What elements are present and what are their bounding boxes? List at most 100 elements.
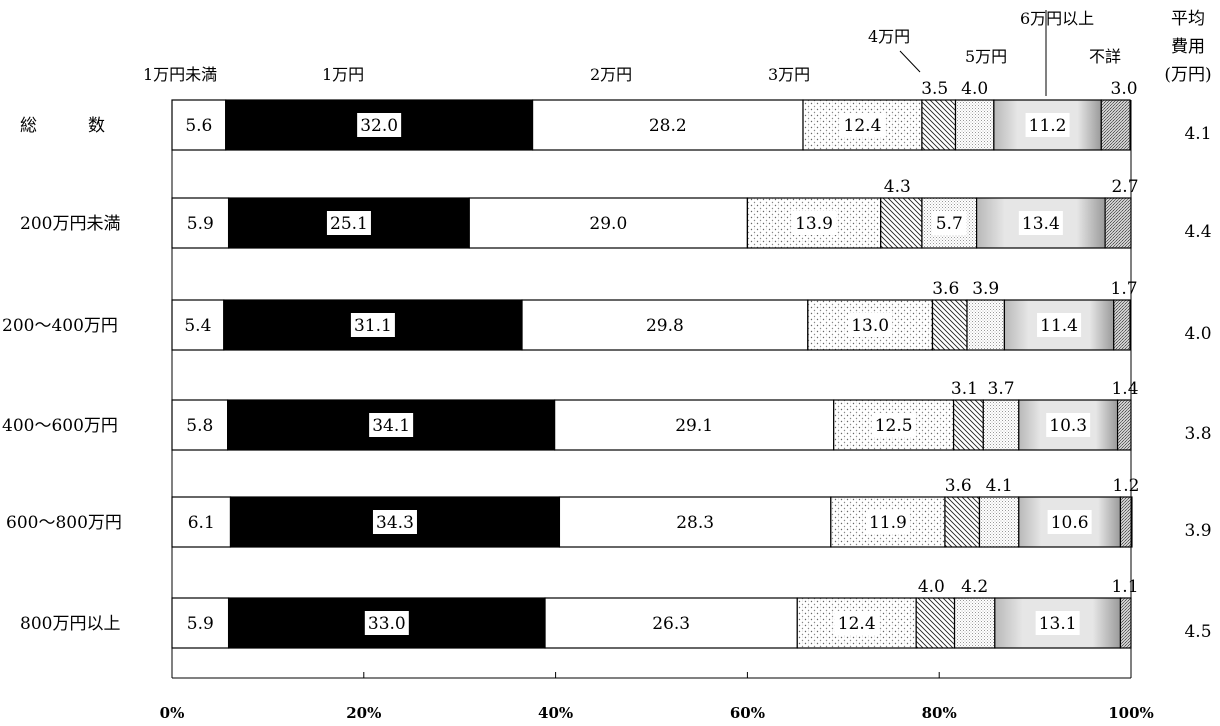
bar-segment-4-4 [944, 496, 981, 548]
data-label-3-4: 3.1 [951, 379, 978, 399]
data-label-5-0: 5.9 [187, 614, 214, 634]
data-label-1-4: 4.3 [884, 177, 911, 197]
x-tick-label-3: 60% [730, 704, 765, 722]
legend-label-4: 4万円 [868, 27, 910, 46]
data-label-3-0: 5.8 [186, 416, 213, 436]
data-label-1-3: 13.9 [795, 214, 833, 234]
data-label-box-1-1 [326, 211, 371, 235]
data-label-box-5-0 [182, 611, 218, 635]
average-cost-3: 3.8 [1184, 424, 1211, 444]
leader-line-4man [899, 50, 921, 73]
data-label-box-0-2 [645, 113, 690, 137]
data-label-0-5: 4.0 [961, 79, 988, 99]
data-label-5-6: 13.1 [1039, 614, 1077, 634]
data-label-box-3-1 [369, 413, 414, 437]
data-label-box-4-3 [865, 510, 910, 534]
bar-segment-1-7 [1104, 197, 1132, 249]
bar-segment-2-5 [966, 299, 1006, 351]
data-label-box-5-1 [364, 611, 409, 635]
bar-segment-5-7 [1119, 597, 1132, 649]
data-label-0-3: 12.4 [844, 116, 882, 136]
average-cost-1: 4.4 [1184, 222, 1211, 242]
bar-segment-5-5 [953, 597, 996, 649]
bar-segment-1-5 [921, 197, 978, 249]
category-label-5: 800万円以上 [20, 614, 120, 634]
data-label-4-6: 10.6 [1051, 513, 1089, 533]
data-label-box-1-3 [792, 211, 837, 235]
legend-label-1: 1万円 [322, 65, 364, 84]
category-label-2: 200〜400万円 [2, 316, 118, 336]
data-label-box-1-5 [931, 211, 967, 235]
data-label-box-2-0 [180, 313, 216, 337]
data-label-0-6: 11.2 [1029, 116, 1067, 136]
average-cost-5: 4.5 [1184, 622, 1211, 642]
x-axis: 0% 20% 40% 60% 80% 100% [160, 100, 1154, 722]
data-label-0-7: 3.0 [1111, 79, 1138, 99]
data-label-1-1: 25.1 [330, 214, 368, 234]
data-label-2-5: 3.9 [972, 279, 999, 299]
data-label-1-7: 2.7 [1111, 177, 1138, 197]
data-label-3-7: 1.4 [1111, 379, 1138, 399]
bar-segment-0-5 [954, 99, 995, 151]
data-label-box-2-1 [350, 313, 395, 337]
data-label-3-1: 34.1 [372, 416, 410, 436]
bar-segment-3-6 [1018, 399, 1119, 451]
right-header-0: 平均 [1171, 9, 1205, 29]
data-label-5-7: 1.1 [1111, 577, 1138, 597]
bar-segment-2-7 [1113, 299, 1131, 351]
bar-segment-5-4 [915, 597, 956, 649]
data-label-0-0: 5.6 [185, 116, 212, 136]
data-label-box-1-2 [586, 211, 631, 235]
data-label-2-6: 11.4 [1040, 316, 1078, 336]
bar-segment-0-4 [921, 99, 957, 151]
data-label-box-2-3 [848, 313, 893, 337]
data-label-4-3: 11.9 [869, 513, 907, 533]
data-label-3-6: 10.3 [1049, 416, 1087, 436]
category-label-0: 総 数 [20, 116, 105, 136]
data-label-box-1-6 [1018, 211, 1063, 235]
bar-segment-4-5 [978, 496, 1020, 548]
data-label-3-3: 12.5 [875, 416, 913, 436]
data-label-0-2: 28.2 [649, 116, 687, 136]
data-label-box-3-2 [672, 413, 717, 437]
x-tick-label-5: 100% [1108, 704, 1154, 722]
bars: 総 数 200万円未満 200〜400万円 400〜600万円 600〜800万円 800… [2, 79, 1139, 649]
data-label-box-5-3 [834, 611, 879, 635]
data-label-1-6: 13.4 [1022, 214, 1060, 234]
bar-segment-0-7 [1100, 99, 1131, 151]
data-label-3-2: 29.1 [675, 416, 713, 436]
right-header-2: (万円) [1164, 65, 1211, 85]
legend-label-0: 1万円未満 [143, 65, 217, 84]
data-label-4-2: 28.3 [676, 513, 714, 533]
bar-segment-1-4 [880, 197, 923, 249]
data-label-box-3-3 [871, 413, 916, 437]
x-tick-label-2: 40% [538, 704, 573, 722]
data-label-box-0-3 [840, 113, 885, 137]
x-tick-label-1: 20% [346, 704, 381, 722]
data-label-box-3-6 [1046, 413, 1091, 437]
average-cost-2: 4.0 [1184, 324, 1211, 344]
data-label-box-5-2 [649, 611, 694, 635]
data-label-box-4-6 [1047, 510, 1092, 534]
data-label-4-5: 4.1 [986, 476, 1013, 496]
data-label-4-0: 6.1 [188, 513, 215, 533]
bar-segment-3-4 [952, 399, 984, 451]
category-label-3: 400〜600万円 [2, 416, 118, 436]
data-label-box-5-6 [1035, 611, 1080, 635]
data-label-5-4: 4.0 [918, 577, 945, 597]
data-label-3-5: 3.7 [988, 379, 1015, 399]
legend-label-7: 不詳 [1089, 47, 1121, 66]
data-label-5-3: 12.4 [838, 614, 876, 634]
bar-segment-2-4 [931, 299, 968, 351]
x-tick-label-0: 0% [160, 704, 185, 722]
data-label-box-4-2 [673, 510, 718, 534]
data-label-box-4-0 [183, 510, 219, 534]
data-label-box-3-0 [182, 413, 218, 437]
data-label-0-1: 32.0 [360, 116, 398, 136]
bar-segment-3-3 [833, 399, 955, 451]
data-label-2-0: 5.4 [184, 316, 211, 336]
data-label-2-4: 3.6 [932, 279, 959, 299]
bar-segment-5-0 [171, 597, 230, 649]
